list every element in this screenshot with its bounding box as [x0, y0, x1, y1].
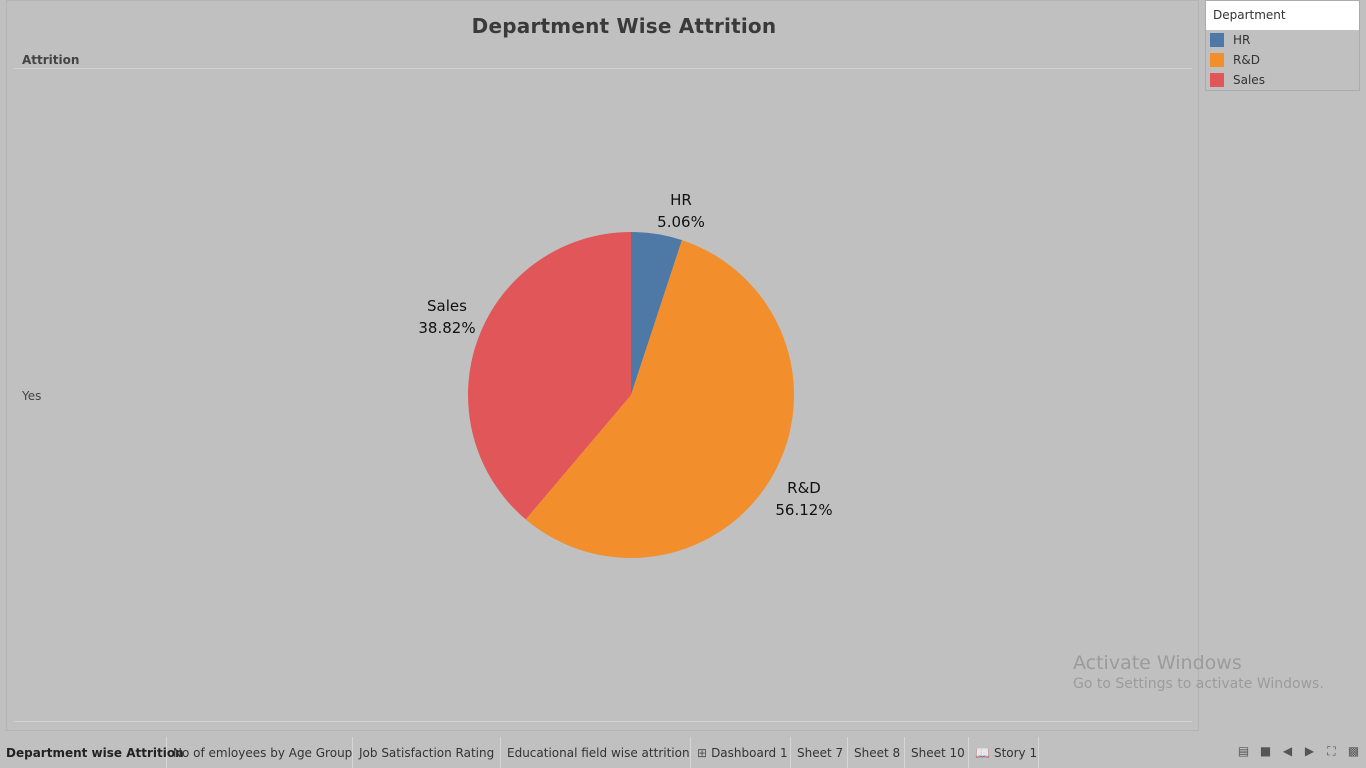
tab-label: Department wise Attrition [6, 745, 184, 760]
header-divider [14, 68, 1192, 69]
tab-label: Story 1 [993, 745, 1038, 760]
legend-card[interactable]: Department HR R&D Sales [1205, 0, 1360, 91]
sheet-tab-bar: Department wise Attrition No of emloyees… [0, 737, 1366, 768]
slice-percent-label: 56.12% [775, 501, 832, 519]
show-filmstrip-icon[interactable]: ▤ [1237, 744, 1250, 758]
legend-item-rnd[interactable]: R&D [1206, 50, 1359, 70]
tab-sheet-8[interactable]: Sheet 8 [848, 737, 905, 768]
sheet-navigation: ▤ ■ ◀ ▶ ⛶ ▩ [1237, 745, 1360, 758]
legend-title: Department [1206, 1, 1359, 30]
tab-label: Sheet 10 [911, 745, 965, 760]
legend-swatch-sales [1210, 73, 1224, 87]
legend-label-sales: Sales [1233, 73, 1265, 87]
chart-title: Department Wise Attrition [471, 14, 777, 38]
windows-activation-watermark: Activate Windows Go to Settings to activ… [1073, 652, 1324, 692]
dashboard-icon: ⊞ [697, 745, 708, 760]
pie-slice-rd[interactable] [525, 240, 794, 558]
pie-slice-hr[interactable] [631, 232, 682, 395]
next-sheet-icon[interactable]: ▶ [1304, 744, 1315, 758]
row-label-yes: Yes [22, 389, 42, 403]
tab-dashboard-1[interactable]: ⊞ Dashboard 1 [691, 737, 791, 768]
footer-divider [14, 721, 1192, 722]
slice-name-label: R&D [787, 479, 821, 497]
pie-chart[interactable]: HR 5.06% R&D 56.12% Sales 38.82% [0, 0, 1200, 735]
previous-sheet-icon[interactable]: ◀ [1282, 744, 1293, 758]
chart-view[interactable] [6, 0, 1199, 731]
row-header-attrition: Attrition [22, 53, 80, 67]
tab-label: Educational field wise attrition [507, 745, 690, 760]
tab-age-group[interactable]: No of emloyees by Age Group [167, 737, 353, 768]
fullscreen-icon[interactable]: ⛶ [1327, 744, 1336, 758]
slice-name-label: HR [670, 191, 692, 209]
tab-job-satisfaction[interactable]: Job Satisfaction Rating [353, 737, 501, 768]
legend-label-rnd: R&D [1233, 53, 1260, 67]
show-tabs-icon[interactable]: ■ [1259, 744, 1272, 758]
tab-label: Job Satisfaction Rating [359, 745, 495, 760]
tab-label: Sheet 8 [854, 745, 901, 760]
watermark-line-2: Go to Settings to activate Windows. [1073, 676, 1324, 692]
watermark-line-1: Activate Windows [1073, 652, 1242, 674]
tab-label: Sheet 7 [797, 745, 844, 760]
legend-swatch-hr [1210, 33, 1224, 47]
legend-item-sales[interactable]: Sales [1206, 70, 1359, 90]
tab-label: Dashboard 1 [711, 745, 788, 760]
slice-percent-label: 5.06% [657, 213, 705, 231]
pie-slice-sales[interactable] [468, 232, 631, 520]
presentation-mode-icon[interactable]: ▩ [1347, 744, 1360, 758]
tab-sheet-10[interactable]: Sheet 10 [905, 737, 969, 768]
legend-label-hr: HR [1233, 33, 1251, 47]
tab-story-1[interactable]: 📖 Story 1 [969, 737, 1039, 768]
slice-name-label: Sales [427, 297, 467, 315]
slice-percent-label: 38.82% [418, 319, 475, 337]
tab-educational-field[interactable]: Educational field wise attrition [501, 737, 691, 768]
tab-label: No of emloyees by Age Group [173, 745, 353, 760]
legend-item-hr[interactable]: HR [1206, 30, 1359, 50]
legend-swatch-rnd [1210, 53, 1224, 67]
tab-sheet-7[interactable]: Sheet 7 [791, 737, 848, 768]
story-icon: 📖 [975, 745, 990, 760]
tab-department-wise-attrition[interactable]: Department wise Attrition [0, 737, 184, 768]
